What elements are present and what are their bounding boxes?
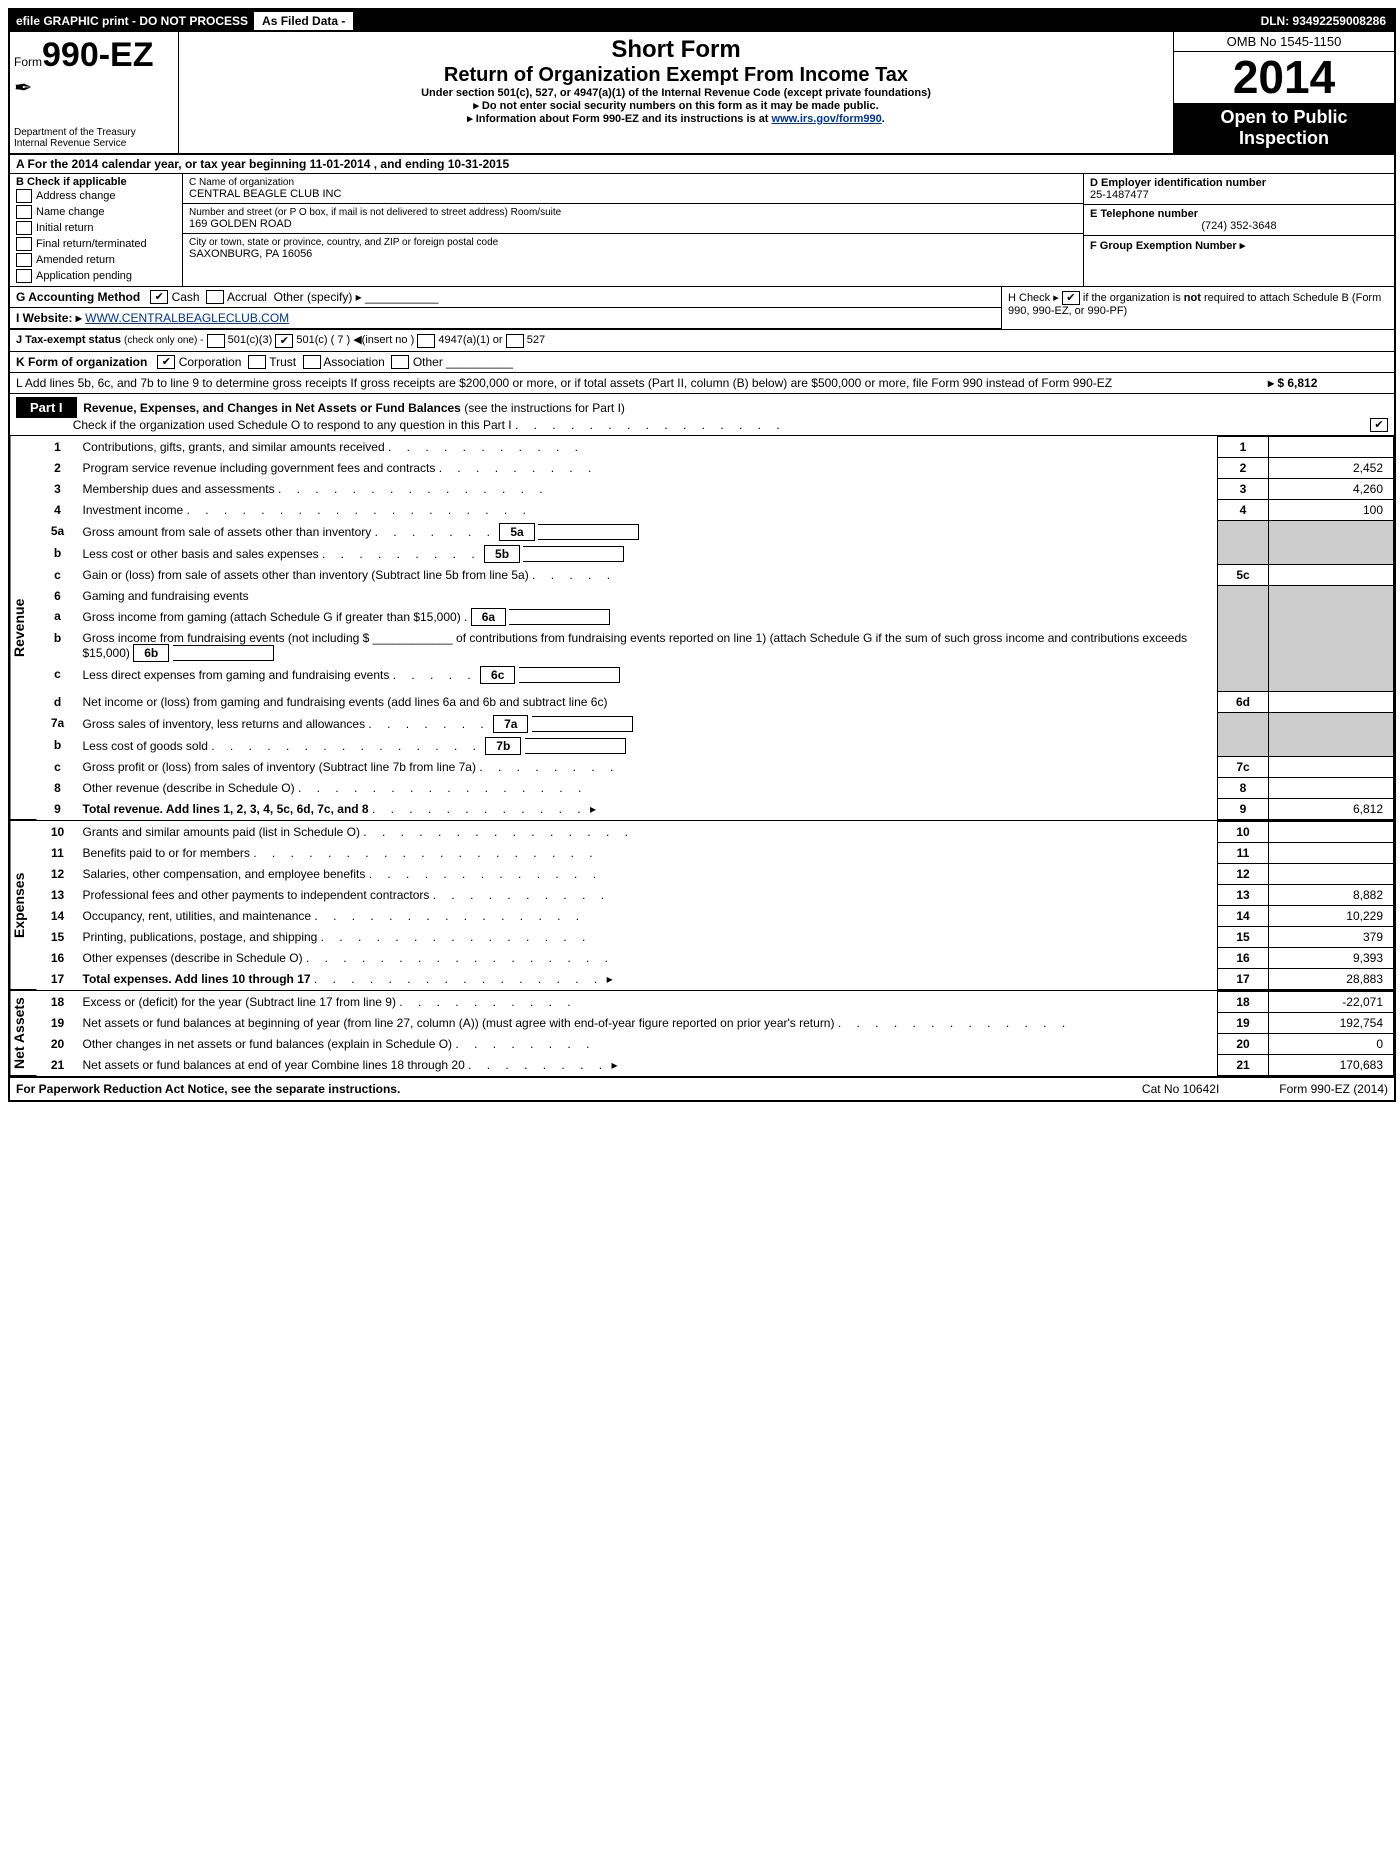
lbl-4947: 4947(a)(1) or — [438, 334, 502, 346]
chk-address-change[interactable] — [16, 189, 32, 203]
lbl-cash: Cash — [172, 290, 200, 304]
org-city: SAXONBURG, PA 16056 — [189, 248, 1077, 260]
omb-number: OMB No 1545-1150 — [1174, 32, 1394, 52]
line-a-begin: 11-01-2014 — [310, 157, 371, 171]
l-text: L Add lines 5b, 6c, and 7b to line 9 to … — [16, 376, 1268, 390]
cat-no: Cat No 10642I — [1082, 1082, 1279, 1096]
note-ssn: ▸ Do not enter social security numbers o… — [187, 99, 1165, 112]
dln-label: DLN: 93492259008286 — [1253, 14, 1394, 28]
paperwork-notice: For Paperwork Reduction Act Notice, see … — [16, 1082, 1082, 1096]
lbl-other-org: Other — [413, 355, 443, 369]
lbl-final-return: Final return/terminated — [36, 238, 147, 250]
h-text2: if the organization is — [1083, 292, 1184, 304]
lbl-501c3: 501(c)(3) — [228, 334, 273, 346]
e-label: E Telephone number — [1090, 208, 1198, 220]
form-number: 990-EZ — [42, 36, 154, 74]
f-label: F Group Exemption Number ▸ — [1090, 240, 1245, 252]
chk-527[interactable] — [506, 334, 524, 348]
j-label: J Tax-exempt status — [16, 334, 121, 346]
open-public: Open to Public — [1178, 107, 1390, 128]
short-form-title: Short Form — [187, 36, 1165, 64]
b-title: B Check if applicable — [16, 176, 176, 188]
line-a-end: 10-31-2015 — [448, 157, 509, 171]
lbl-501c: 501(c) ( 7 ) ◀(insert no ) — [296, 334, 414, 346]
chk-app-pending[interactable] — [16, 269, 32, 283]
d-ein: 25-1487477 — [1090, 189, 1388, 201]
irs-link[interactable]: www.irs.gov/form990 — [772, 113, 882, 125]
lbl-other-method: Other (specify) ▸ — [274, 290, 362, 304]
k-label: K Form of organization — [16, 355, 147, 369]
efile-label: efile GRAPHIC print - DO NOT PROCESS — [10, 14, 254, 28]
chk-assoc[interactable] — [303, 355, 321, 369]
j-hint: (check only one) - — [124, 335, 203, 346]
form-header: Form990-EZ ✒ Department of the Treasury … — [10, 32, 1394, 155]
inspection: Inspection — [1178, 128, 1390, 149]
page-footer: For Paperwork Reduction Act Notice, see … — [10, 1078, 1394, 1100]
chk-accrual[interactable] — [206, 290, 224, 304]
lbl-accrual: Accrual — [227, 290, 267, 304]
chk-4947[interactable] — [417, 334, 435, 348]
netassets-vlabel: Net Assets — [10, 991, 37, 1076]
chk-h-not-required[interactable] — [1062, 291, 1080, 305]
form-990ez-page: efile GRAPHIC print - DO NOT PROCESS As … — [8, 8, 1396, 1102]
org-street: 169 GOLDEN ROAD — [189, 218, 1077, 230]
top-bar: efile GRAPHIC print - DO NOT PROCESS As … — [10, 10, 1394, 32]
expenses-vlabel: Expenses — [10, 821, 37, 990]
lbl-app-pending: Application pending — [36, 270, 132, 282]
l-amount: ▸ $ 6,812 — [1268, 376, 1388, 390]
c-name-label: C Name of organization — [189, 177, 1077, 188]
c-city-label: City or town, state or province, country… — [189, 237, 1077, 248]
lbl-initial-return: Initial return — [36, 222, 93, 234]
chk-other-org[interactable] — [391, 355, 409, 369]
tax-year: 2014 — [1174, 52, 1394, 103]
i-label: I Website: ▸ — [16, 311, 82, 325]
note-info-pre: ▸ Information about Form 990-EZ and its … — [467, 113, 771, 125]
e-phone: (724) 352-3648 — [1090, 220, 1388, 232]
lbl-name-change: Name change — [36, 206, 105, 218]
chk-501c[interactable] — [275, 334, 293, 348]
return-title: Return of Organization Exempt From Incom… — [187, 64, 1165, 87]
lbl-527: 527 — [527, 334, 545, 346]
h-pre: H Check ▸ — [1008, 292, 1059, 304]
line-a-mid: , and ending — [374, 157, 448, 171]
chk-501c3[interactable] — [207, 334, 225, 348]
chk-corp[interactable] — [157, 355, 175, 369]
lbl-trust: Trust — [269, 355, 296, 369]
chk-name-change[interactable] — [16, 205, 32, 219]
part1-header: Part I — [16, 397, 77, 418]
form-ref: Form 990-EZ (2014) — [1279, 1082, 1388, 1096]
chk-trust[interactable] — [248, 355, 266, 369]
dept-irs: Internal Revenue Service — [14, 138, 136, 149]
part1-title: Revenue, Expenses, and Changes in Net As… — [83, 401, 464, 415]
line-a-pre: A For the 2014 calendar year, or tax yea… — [16, 157, 310, 171]
chk-schedule-o[interactable] — [1370, 418, 1388, 432]
chk-final-return[interactable] — [16, 237, 32, 251]
bcdef-block: B Check if applicable Address change Nam… — [10, 174, 1394, 287]
form-prefix: Form — [14, 55, 42, 69]
g-label: G Accounting Method — [16, 290, 140, 304]
org-name: CENTRAL BEAGLE CLUB INC — [189, 188, 1077, 200]
chk-initial-return[interactable] — [16, 221, 32, 235]
part1-sub: Check if the organization used Schedule … — [73, 418, 512, 432]
d-label: D Employer identification number — [1090, 177, 1266, 189]
lbl-amended-return: Amended return — [36, 254, 115, 266]
h-not: not — [1184, 292, 1201, 304]
subtitle: Under section 501(c), 527, or 4947(a)(1)… — [187, 87, 1165, 99]
lbl-corp: Corporation — [179, 355, 242, 369]
part1-title2: (see the instructions for Part I) — [464, 401, 625, 415]
chk-cash[interactable] — [150, 290, 168, 304]
line-a: A For the 2014 calendar year, or tax yea… — [10, 155, 1394, 174]
expenses-table: 10Grants and similar amounts paid (list … — [37, 821, 1395, 990]
dept-treasury: Department of the Treasury — [14, 127, 136, 138]
as-filed-label: As Filed Data - — [254, 12, 353, 30]
netassets-table: 18Excess or (deficit) for the year (Subt… — [37, 991, 1395, 1076]
revenue-table: 1Contributions, gifts, grants, and simil… — [37, 436, 1395, 820]
lbl-address-change: Address change — [36, 190, 116, 202]
chk-amended-return[interactable] — [16, 253, 32, 267]
revenue-vlabel: Revenue — [10, 436, 37, 820]
lbl-assoc: Association — [323, 355, 384, 369]
c-street-label: Number and street (or P O box, if mail i… — [189, 207, 1077, 218]
website-link[interactable]: WWW.CENTRALBEAGLECLUB.COM — [85, 311, 289, 325]
